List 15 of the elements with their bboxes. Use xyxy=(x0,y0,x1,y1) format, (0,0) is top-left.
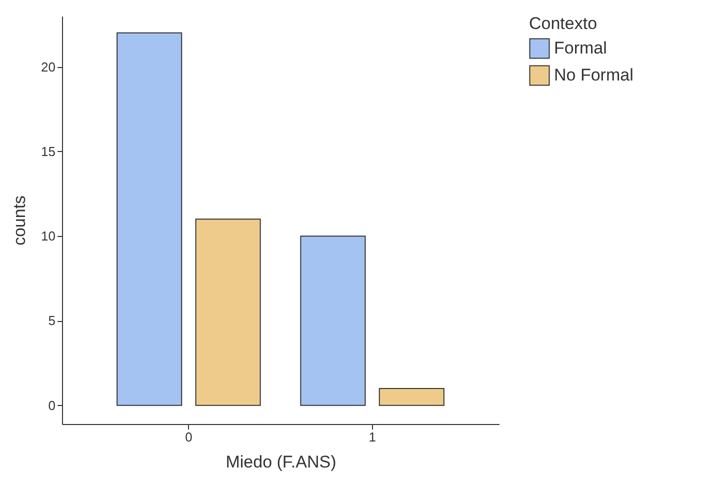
legend-title: Contexto xyxy=(529,14,598,33)
bar xyxy=(195,218,261,406)
y-tick-label: 5 xyxy=(48,313,56,328)
legend-label: Formal xyxy=(554,38,607,58)
y-tick-label: 15 xyxy=(41,144,56,159)
x-axis-title: Miedo (F.ANS) xyxy=(226,452,336,472)
bar xyxy=(378,388,444,406)
y-tick-label: 20 xyxy=(41,59,56,74)
bar xyxy=(300,236,366,406)
x-tick-label: 1 xyxy=(368,430,376,444)
y-tick-label: 0 xyxy=(48,398,56,413)
y-axis-title: counts xyxy=(10,195,30,246)
bar xyxy=(116,32,182,406)
legend-label: No Formal xyxy=(554,66,634,84)
y-tick-label: 10 xyxy=(41,228,56,244)
